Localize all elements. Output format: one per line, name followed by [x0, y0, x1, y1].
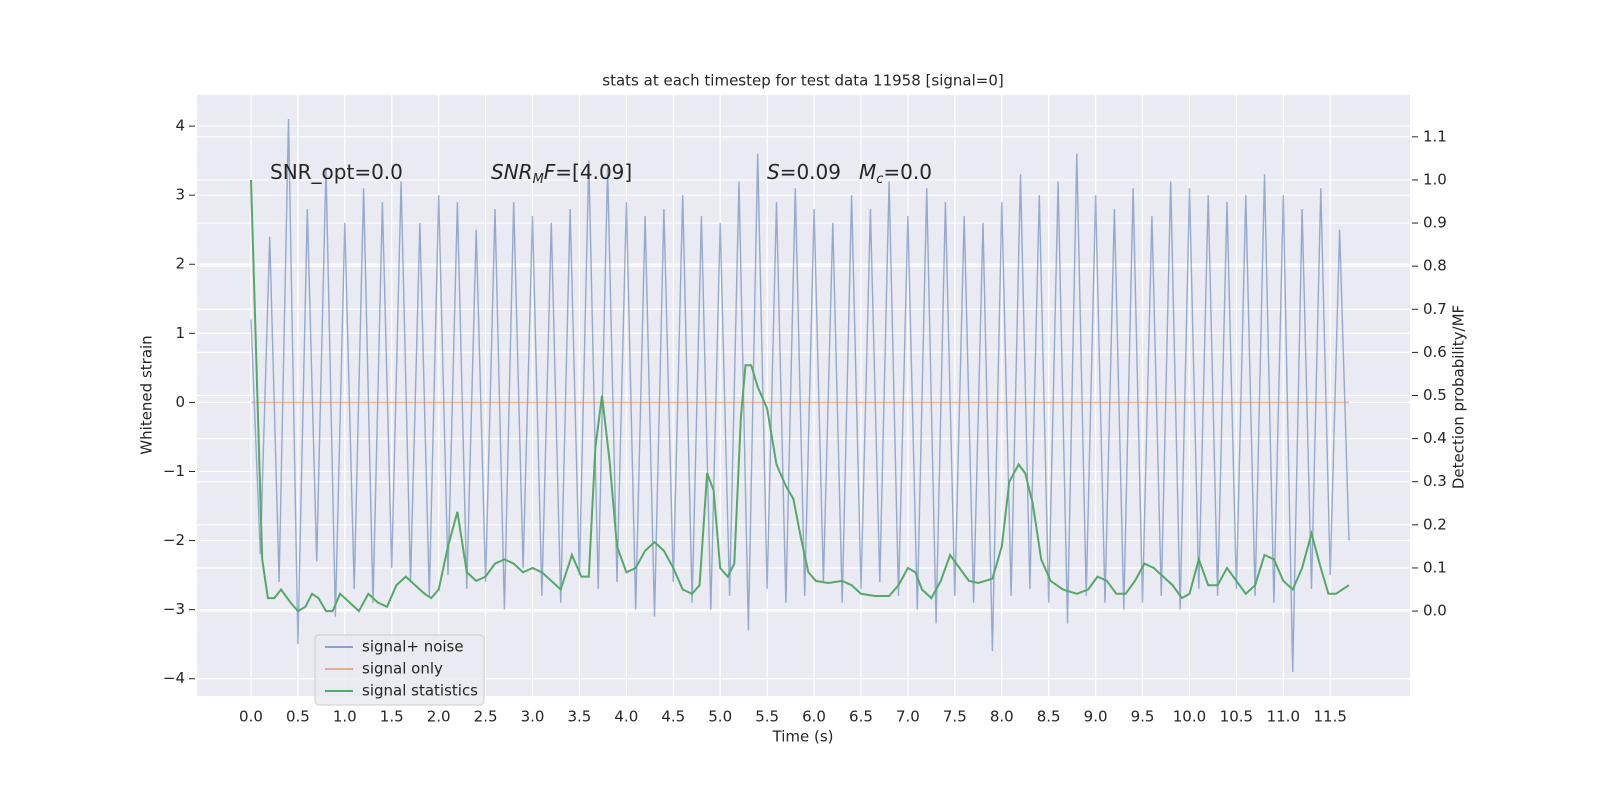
y2-tick-label: 0.8 [1423, 257, 1447, 275]
x-tick-label: 11.5 [1314, 708, 1347, 726]
y2-axis-label: Detection probability/MF [1450, 305, 1468, 489]
annotation-part: F [544, 160, 556, 184]
x-tick-label: 2.5 [474, 708, 498, 726]
legend-label: signal only [362, 660, 443, 678]
legend-label: signal+ noise [362, 638, 464, 656]
x-tick-label: 7.5 [943, 708, 967, 726]
annotation-part: =[4.09] [555, 160, 632, 184]
chart-title: stats at each timestep for test data 119… [602, 72, 1003, 90]
y-tick-label: 2 [175, 255, 185, 273]
annotation-part: SNR_opt=0.0 [270, 160, 403, 184]
overlay: 0.0 0.5 1.0 1.5 2.0 2.5 3.0 3.5 4.0 4.5 5.0 5.5 6.0 6… [163, 117, 1447, 726]
x-tick-label: 7.0 [896, 708, 920, 726]
y-tick-label: −2 [163, 531, 185, 549]
marks [250, 119, 1350, 672]
y2-tick-label: 0.3 [1423, 472, 1447, 490]
y2-tick-label: 0.5 [1423, 386, 1447, 404]
x-tick-label: 5.5 [755, 708, 779, 726]
x-tick-label: 9.5 [1131, 708, 1155, 726]
y2-tick-label: 0.7 [1423, 300, 1447, 318]
legend-box [314, 634, 485, 706]
x-tick-label: 8.0 [990, 708, 1014, 726]
y-tick-label: −1 [163, 462, 185, 480]
x-tick-label: 1.5 [380, 708, 404, 726]
y-tick-label: 3 [175, 186, 185, 204]
x-tick-label: 4.0 [614, 708, 638, 726]
annotation: SNRMF=[4.09] [491, 160, 632, 187]
y2-tick-label: 0.6 [1423, 343, 1447, 361]
series-line [250, 119, 1350, 672]
x-tick-label: 0.5 [286, 708, 310, 726]
x-tick-label: 3.5 [568, 708, 592, 726]
x-tick-label: 8.5 [1037, 708, 1061, 726]
x-tick-label: 11.0 [1267, 708, 1300, 726]
annotation-part: S [767, 160, 780, 184]
series-line [250, 179, 1350, 613]
y-tick-label: 4 [175, 117, 185, 135]
x-tick-label: 10.0 [1173, 708, 1206, 726]
annotation-part: M [533, 172, 544, 187]
annotation: S=0.09 [767, 160, 841, 184]
annotation: SNR_opt=0.0 [270, 160, 403, 184]
y-tick-label: 1 [175, 324, 185, 342]
y-tick-label: −4 [163, 669, 185, 687]
x-tick-label: 2.0 [427, 708, 451, 726]
x-axis-label: Time (s) [772, 728, 834, 746]
x-tick-label: 4.5 [661, 708, 685, 726]
x-tick-label: 9.0 [1084, 708, 1108, 726]
x-tick-label: 1.0 [333, 708, 357, 726]
y2-tick-label: 0.2 [1423, 515, 1447, 533]
y2-tick-label: 0.1 [1423, 558, 1447, 576]
x-tick-label: 5.0 [708, 708, 732, 726]
annotation: Mc=0.0 [859, 160, 932, 187]
y-tick-label: −3 [163, 600, 185, 618]
x-tick-label: 6.5 [849, 708, 873, 726]
y2-tick-label: 0.0 [1423, 602, 1447, 620]
legend-label: signal statistics [362, 682, 478, 700]
annotation-part: =0.0 [883, 160, 932, 184]
annotation-part: SNR [491, 160, 533, 184]
y2-tick-label: 0.9 [1423, 214, 1447, 232]
y-tick-label: 0 [175, 393, 185, 411]
y2-tick-label: 1.0 [1423, 170, 1447, 188]
y2-tick-label: 1.1 [1423, 127, 1447, 145]
y2-tick-label: 0.4 [1423, 429, 1447, 447]
annotation-part: c [876, 172, 883, 187]
y-axis-label: Whitened strain [138, 335, 156, 454]
x-tick-label: 3.0 [521, 708, 545, 726]
x-tick-label: 10.5 [1220, 708, 1253, 726]
x-tick-label: 6.0 [802, 708, 826, 726]
annotation-part: =0.09 [780, 160, 841, 184]
legend: signal+ noise signal only signal statistic… [314, 634, 485, 706]
x-tick-label: 0.0 [239, 708, 263, 726]
annotation-part: M [859, 160, 876, 184]
